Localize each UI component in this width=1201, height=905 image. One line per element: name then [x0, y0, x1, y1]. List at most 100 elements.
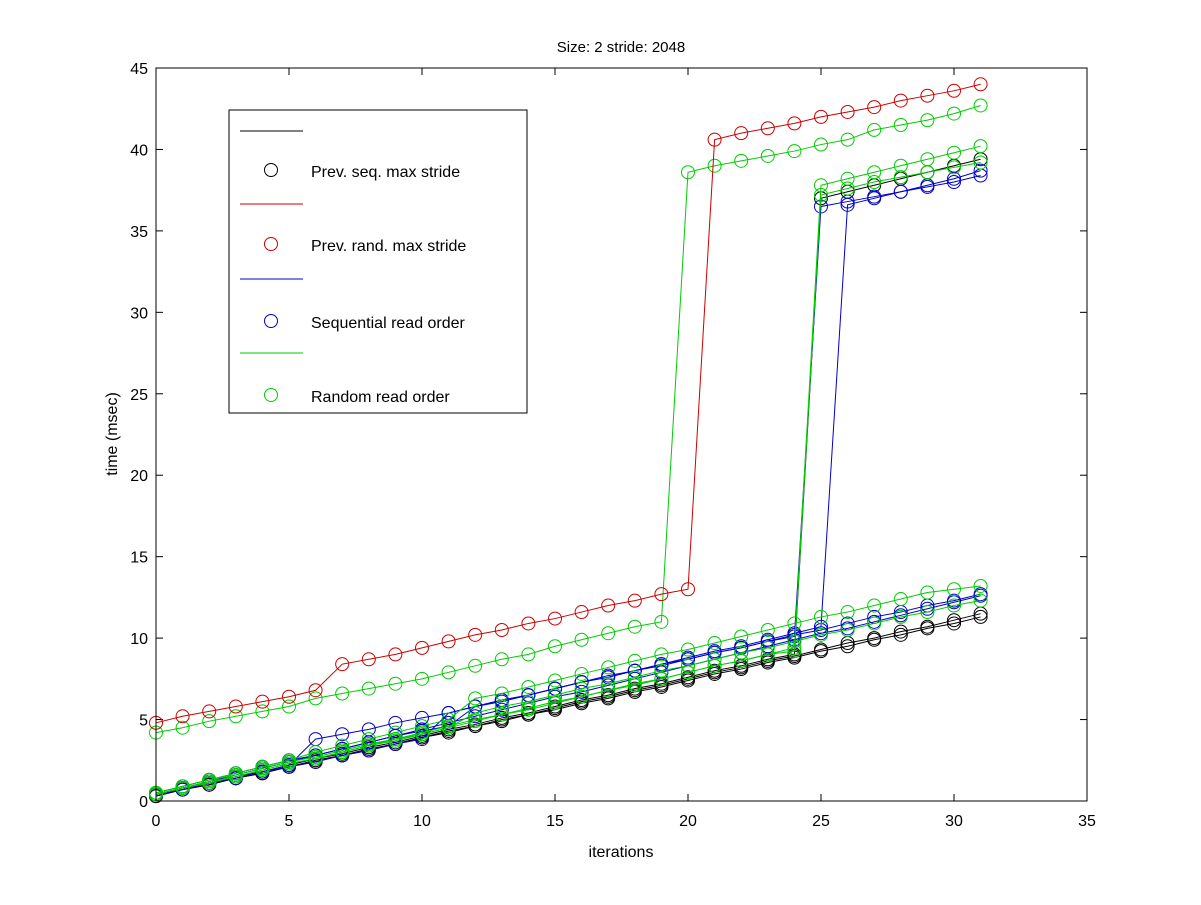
data-point-marker	[893, 170, 908, 185]
series-random-read-order	[149, 155, 988, 802]
data-point-marker	[867, 165, 882, 180]
data-point-marker	[814, 619, 828, 634]
data-point-marker	[175, 780, 190, 795]
data-point-marker	[947, 83, 961, 98]
data-point-marker	[282, 699, 296, 714]
data-point-marker	[627, 619, 642, 634]
data-point-marker	[468, 691, 483, 706]
data-point-marker	[787, 644, 802, 659]
data-point-marker	[734, 645, 749, 660]
data-point-marker	[973, 593, 988, 608]
y-tick-label: 20	[130, 468, 148, 485]
data-point-marker	[893, 627, 908, 642]
data-point-marker	[388, 647, 403, 662]
data-point-marker	[920, 165, 935, 180]
data-point-marker	[548, 611, 562, 626]
x-tick-label: 30	[945, 813, 963, 830]
data-point-marker	[920, 88, 935, 103]
data-point-marker	[441, 634, 456, 649]
data-point-marker	[867, 122, 882, 137]
data-point-marker	[175, 709, 190, 724]
data-point-marker	[787, 144, 802, 159]
y-tick-label: 15	[130, 550, 148, 567]
data-point-marker	[335, 657, 350, 672]
data-point-marker	[441, 723, 456, 738]
data-point-marker	[947, 175, 961, 190]
data-point-marker	[707, 635, 722, 650]
data-point-marker	[415, 727, 429, 742]
data-point-marker	[494, 622, 509, 637]
data-point-marker	[973, 98, 988, 113]
data-point-marker	[893, 184, 908, 199]
series-random-read-order	[149, 98, 988, 740]
data-point-marker	[947, 616, 961, 631]
plot-frame	[155, 67, 1088, 802]
data-point-marker	[867, 100, 882, 115]
data-point-marker	[893, 93, 908, 108]
y-tick-label: 5	[139, 713, 148, 730]
data-point-marker	[308, 754, 323, 769]
data-point-marker	[947, 171, 961, 186]
data-point-marker	[308, 751, 323, 766]
data-point-marker	[760, 121, 775, 136]
data-point-marker	[521, 616, 536, 631]
data-point-marker	[361, 652, 376, 667]
data-point-marker	[734, 126, 749, 141]
data-point-marker	[627, 653, 642, 668]
data-point-marker	[840, 605, 855, 620]
data-point-marker	[867, 175, 882, 190]
data-point-marker	[574, 684, 589, 699]
x-tick-label: 25	[812, 813, 830, 830]
data-point-marker	[521, 647, 536, 662]
data-point-marker	[973, 163, 988, 178]
data-point-marker	[494, 702, 509, 717]
data-point-marker	[814, 609, 828, 624]
data-point-marker	[973, 587, 988, 602]
data-point-marker	[760, 647, 775, 662]
data-point-marker	[654, 614, 669, 629]
data-point-marker	[681, 165, 695, 180]
data-point-marker	[335, 745, 350, 760]
data-point-marker	[574, 666, 589, 681]
data-point-marker	[468, 706, 483, 721]
data-point-marker	[814, 137, 828, 152]
data-point-marker	[415, 671, 429, 686]
data-point-marker	[734, 629, 749, 644]
x-axis-label: iterations	[589, 844, 654, 861]
data-point-marker	[627, 670, 642, 685]
data-point-marker	[681, 582, 695, 597]
data-point-marker	[654, 663, 669, 678]
data-point-marker	[707, 132, 722, 147]
data-point-marker	[601, 626, 616, 641]
data-point-marker	[521, 694, 536, 709]
y-tick-label: 0	[139, 794, 148, 811]
data-point-marker	[548, 639, 562, 654]
data-point-marker	[814, 627, 828, 642]
y-tick-label: 25	[130, 387, 148, 404]
data-point-marker	[920, 619, 935, 634]
y-axis-label: time (msec)	[104, 392, 121, 476]
x-tick-label: 35	[1078, 813, 1096, 830]
data-point-marker	[521, 679, 536, 694]
data-point-marker	[734, 153, 749, 168]
y-tick-label: 30	[130, 305, 148, 322]
data-point-marker	[814, 188, 828, 203]
legend-marker-sample	[264, 314, 278, 328]
data-point-marker	[494, 707, 509, 722]
data-point-marker	[947, 593, 961, 608]
data-point-marker	[787, 116, 802, 131]
data-point-marker	[282, 756, 296, 771]
legend-marker-sample	[264, 163, 278, 177]
data-point-marker	[654, 647, 669, 662]
data-point-marker	[228, 709, 243, 724]
data-point-marker	[308, 691, 323, 706]
data-point-marker	[707, 158, 722, 173]
data-point-marker	[893, 118, 908, 133]
data-point-marker	[255, 694, 270, 709]
series-line	[155, 83, 981, 724]
data-point-marker	[627, 593, 642, 608]
data-point-marker	[814, 109, 828, 124]
data-point-marker	[494, 652, 509, 667]
data-point-marker	[867, 598, 882, 613]
